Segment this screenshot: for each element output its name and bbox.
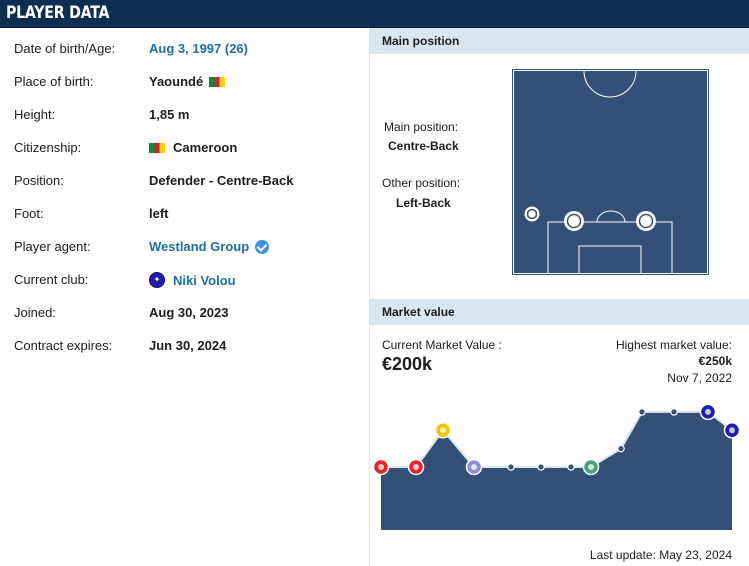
info-value-text[interactable]: Westland Group	[149, 239, 250, 254]
right-column: Main position Main position: Centre-Back…	[370, 28, 749, 566]
chart-point-red-crest[interactable]	[407, 458, 425, 476]
section-title: PLAYER DATA	[6, 3, 110, 22]
market-value-header: Market value	[370, 299, 749, 325]
info-value-text: Cameroon	[173, 140, 238, 155]
info-value: Cameroon	[149, 140, 237, 155]
info-row: Contract expires: Jun 30, 2024	[0, 325, 369, 358]
info-value: Defender - Centre-Back	[149, 173, 294, 188]
info-row: Height: 1,85 m	[0, 94, 369, 127]
verified-icon	[255, 239, 270, 254]
chart-point[interactable]	[638, 408, 646, 416]
player-info-panel: Date of birth/Age: Aug 3, 1997 (26) Place …	[0, 28, 369, 566]
info-value: left	[149, 206, 169, 221]
other-position-value: Left-Back	[396, 196, 451, 210]
pitch-diagram	[513, 70, 708, 275]
chart-point-green-crest[interactable]	[582, 458, 600, 476]
section-header: PLAYER DATA	[0, 0, 749, 28]
info-value[interactable]: Westland Group	[149, 239, 270, 254]
main-position-title: Main position	[382, 34, 460, 48]
info-value-text: left	[149, 206, 169, 221]
chart-point[interactable]	[670, 408, 678, 416]
chart-point-yellow-crest[interactable]	[434, 421, 452, 439]
info-label: Position:	[14, 173, 64, 188]
cameroon-flag-icon	[209, 76, 226, 87]
other-position-label: Other position:	[382, 176, 461, 190]
info-value-text: Defender - Centre-Back	[149, 173, 294, 188]
current-value-label: Current Market Value :	[382, 338, 502, 352]
info-value-text: 1,85 m	[149, 107, 190, 122]
highest-value: €250k	[698, 354, 732, 368]
pitch-svg	[524, 70, 673, 275]
club-crest-icon: ✦	[149, 272, 165, 288]
info-row: Position: Defender - Centre-Back	[0, 160, 369, 193]
info-row: Current club: ✦ Niki Volou	[0, 259, 369, 292]
info-value: Yaoundé	[149, 74, 226, 89]
info-row: Joined: Aug 30, 2023	[0, 292, 369, 325]
info-label: Joined:	[14, 305, 56, 320]
info-label: Contract expires:	[14, 338, 113, 353]
chart-point-striped-crest[interactable]	[465, 458, 483, 476]
marker-centre-back-right	[636, 211, 656, 231]
chart-point-blue-crest[interactable]	[723, 421, 741, 439]
column-divider	[369, 28, 370, 566]
chart-area	[381, 411, 732, 530]
info-label: Date of birth/Age:	[14, 41, 116, 56]
info-row: Player agent: Westland Group	[0, 226, 369, 259]
chart-point-red-crest[interactable]	[372, 458, 390, 476]
info-row: Date of birth/Age: Aug 3, 1997 (26)	[0, 28, 369, 61]
chart-point[interactable]	[617, 444, 625, 453]
main-position-value: Centre-Back	[388, 139, 459, 153]
chart-point[interactable]	[537, 463, 545, 471]
center-circle-arc	[583, 70, 637, 98]
cameroon-flag-icon	[149, 142, 165, 153]
penalty-box	[547, 221, 673, 275]
market-value-chart	[372, 403, 741, 530]
main-position-label: Main position:	[384, 120, 459, 134]
info-value[interactable]: Aug 3, 1997 (26)	[149, 41, 248, 56]
info-label: Citizenship:	[14, 140, 82, 155]
info-value-text: Aug 30, 2023	[149, 305, 229, 320]
info-label: Place of birth:	[14, 74, 94, 89]
info-value-text[interactable]: Aug 3, 1997 (26)	[149, 41, 248, 56]
marker-left-back	[524, 206, 540, 222]
chart-point[interactable]	[507, 463, 515, 471]
info-value: 1,85 m	[149, 107, 189, 122]
info-value-text[interactable]: Niki Volou	[173, 272, 236, 288]
chart-point[interactable]	[567, 463, 575, 471]
market-value-title: Market value	[382, 305, 455, 319]
info-label: Player agent:	[14, 239, 91, 254]
info-row: Foot: left	[0, 193, 369, 226]
info-value: Aug 30, 2023	[149, 305, 229, 320]
penalty-arc	[596, 210, 626, 223]
info-label: Height:	[14, 107, 56, 122]
highest-value-date: Nov 7, 2022	[667, 371, 732, 385]
info-row: Place of birth: Yaoundé	[0, 61, 369, 94]
info-value: Jun 30, 2024	[149, 338, 226, 353]
current-value: €200k	[382, 354, 433, 374]
marker-centre-back-left	[564, 211, 584, 231]
info-row: Citizenship: Cameroon	[0, 127, 369, 160]
info-label: Current club:	[14, 272, 89, 287]
goal-box	[578, 245, 642, 275]
last-update: Last update: May 23, 2024	[589, 548, 732, 562]
chart-point-blue-crest[interactable]	[699, 403, 717, 421]
info-label: Foot:	[14, 206, 44, 221]
info-value-text: Yaoundé	[149, 74, 204, 89]
info-value[interactable]: ✦ Niki Volou	[149, 272, 236, 288]
main-position-header: Main position	[370, 28, 749, 54]
highest-value-label: Highest market value:	[615, 338, 732, 352]
info-value-text: Jun 30, 2024	[149, 338, 227, 353]
